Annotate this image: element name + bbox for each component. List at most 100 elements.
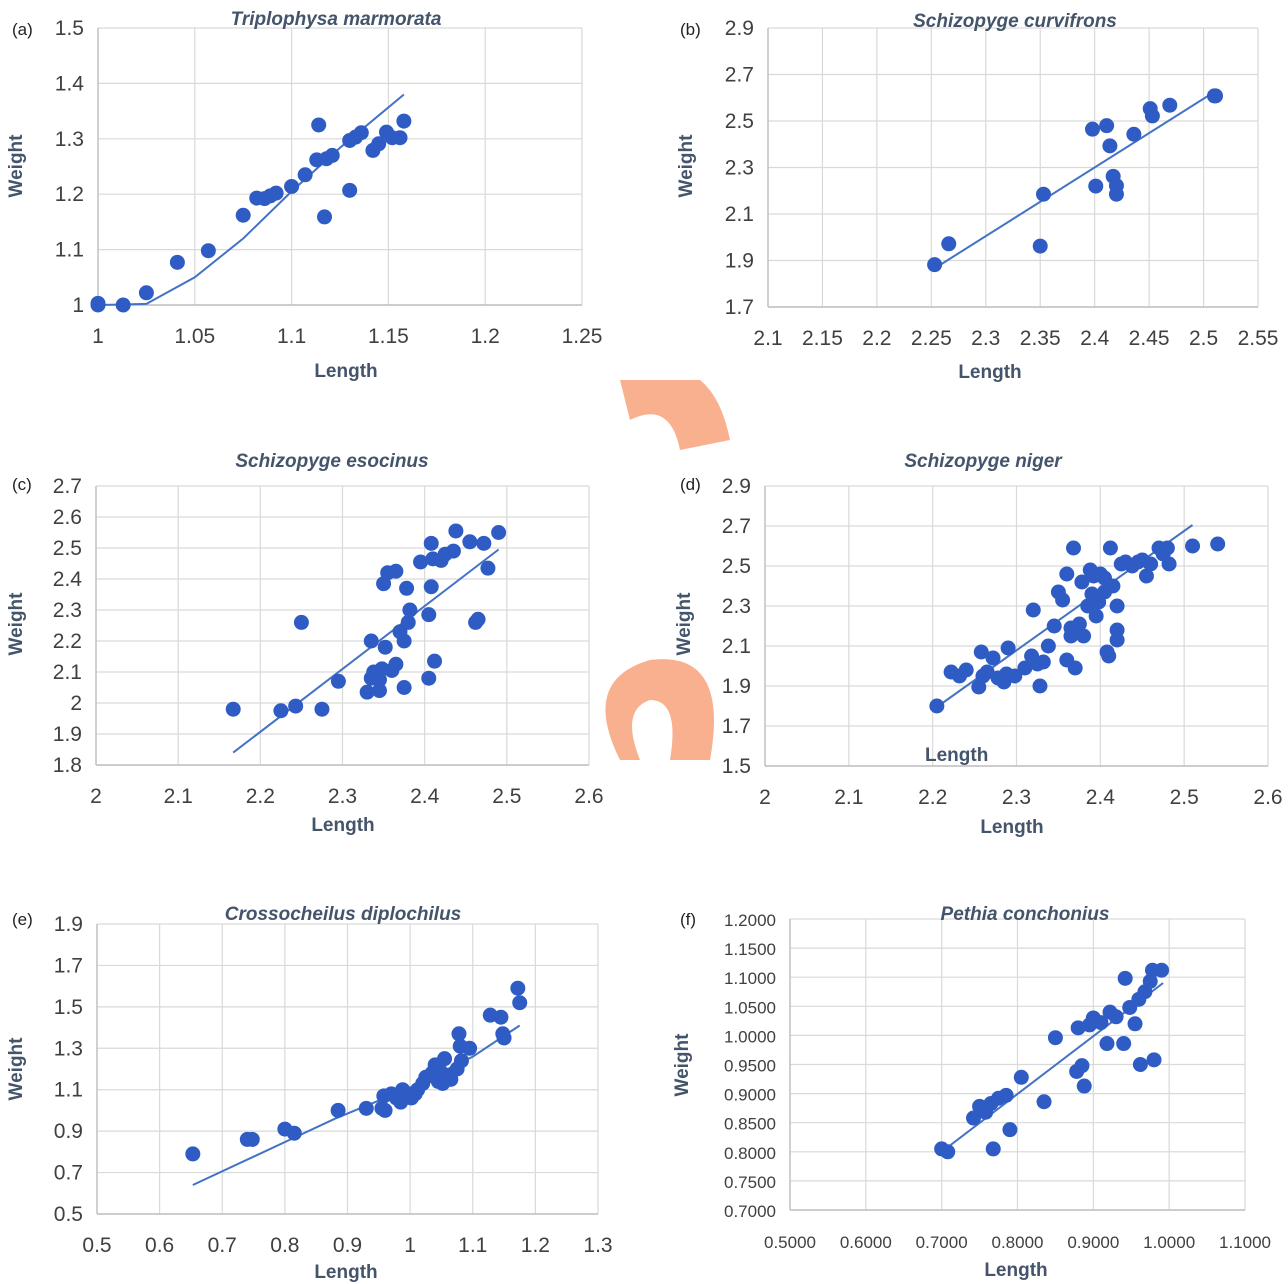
y-tick-label: 1.1 — [55, 239, 84, 262]
y-tick-label: 1.9 — [722, 675, 751, 698]
data-point — [1070, 1020, 1086, 1036]
y-tick-label: 0.8500 — [724, 1115, 776, 1134]
y-tick-label: 1.1500 — [724, 940, 776, 959]
y-tick-label: 1.3 — [55, 128, 84, 151]
y-tick-label: 2.7 — [722, 515, 751, 538]
data-point — [462, 1040, 478, 1056]
data-point — [1013, 1069, 1029, 1085]
data-point — [353, 125, 369, 141]
x-tick-label: 1.0000 — [1143, 1233, 1195, 1252]
data-point — [985, 650, 1001, 666]
data-point — [1108, 186, 1124, 202]
data-point — [268, 185, 284, 201]
data-point — [371, 136, 387, 152]
y-tick-label: 2.3 — [53, 599, 82, 622]
data-point — [1099, 1036, 1115, 1052]
data-point — [470, 611, 486, 627]
y-tick-label: 0.7500 — [724, 1173, 776, 1192]
x-tick-label: 2.3 — [971, 327, 1000, 350]
y-tick-label: 1.9 — [53, 723, 82, 746]
data-point — [1035, 186, 1051, 202]
x-tick-label: 2.3 — [328, 785, 357, 808]
y-tick-label: 2.1 — [53, 661, 82, 684]
x-tick-label: 1.1 — [458, 1234, 487, 1257]
chart-title: Schizopyge esocinus — [235, 451, 428, 472]
x-tick-label: 1.25 — [562, 325, 603, 348]
y-tick-label: 2.9 — [725, 17, 754, 40]
y-tick-label: 2.3 — [725, 157, 754, 180]
data-point — [1040, 638, 1056, 654]
data-point — [225, 701, 241, 717]
x-tick-label: 2.5 — [492, 785, 521, 808]
data-point — [1109, 598, 1125, 614]
chart-title: Triplophysa marmorata — [231, 9, 442, 30]
data-point — [400, 614, 416, 630]
x-tick-label: 2.1 — [164, 785, 193, 808]
data-point — [200, 243, 216, 259]
x-tick-label: 0.5 — [82, 1234, 111, 1257]
x-axis-title: Length — [958, 362, 1021, 383]
y-axis-title: Weight — [674, 592, 695, 656]
data-point — [453, 1053, 469, 1069]
data-point — [244, 1131, 260, 1147]
data-point — [138, 285, 154, 301]
data-point — [496, 1030, 512, 1046]
x-tick-label: 2.2 — [862, 327, 891, 350]
data-point — [1074, 574, 1090, 590]
data-point — [1032, 678, 1048, 694]
chart-title: Schizopyge curvifrons — [913, 11, 1117, 32]
data-point — [427, 653, 443, 669]
data-point — [1117, 970, 1133, 986]
data-point — [1025, 602, 1041, 618]
data-point — [940, 1144, 956, 1160]
data-point — [1088, 178, 1104, 194]
data-point — [1138, 568, 1154, 584]
panel-label: (b) — [680, 20, 701, 39]
y-tick-label: 1.2 — [55, 183, 84, 206]
data-point — [985, 1141, 1001, 1157]
data-point — [314, 701, 330, 717]
x-axis-title: Length — [980, 817, 1043, 838]
data-point — [1126, 126, 1142, 142]
chart-panel-c: 2 2.1 2.2 2.3 2.4 2.5 2.6 1.8 1.9 2 2.1 2.2 2.3 2.4 2.… — [6, 451, 604, 836]
data-point — [1208, 88, 1224, 104]
data-point — [1109, 622, 1125, 638]
x-tick-label: 0.8 — [270, 1234, 299, 1257]
data-point — [317, 209, 333, 225]
panel-label: (e) — [12, 910, 33, 929]
y-tick-label: 0.5 — [54, 1203, 83, 1226]
y-tick-label: 2.5 — [722, 555, 751, 578]
data-point — [1076, 628, 1092, 644]
x-axis-title: Length — [311, 815, 374, 836]
y-tick-label: 1.1 — [54, 1079, 83, 1102]
chart-panel-b: 2.1 2.15 2.2 2.25 2.3 2.35 2.4 2.45 2.5 2.55 1.7 1.… — [676, 11, 1278, 383]
data-point — [966, 1110, 982, 1126]
data-point — [958, 662, 974, 678]
y-tick-label: 0.9 — [54, 1120, 83, 1143]
x-tick-label: 2.4 — [1086, 786, 1116, 809]
data-point — [1102, 138, 1118, 154]
y-tick-label: 2.6 — [53, 506, 82, 529]
data-point — [437, 1051, 453, 1067]
y-tick-label: 1.7 — [54, 954, 83, 977]
data-point — [1143, 556, 1159, 572]
chart-panel-f: 0.5000 0.6000 0.7000 0.8000 0.9000 1.0000 1.10… — [672, 904, 1271, 1281]
y-axis-title: Weight — [6, 592, 27, 656]
data-point — [1099, 118, 1115, 134]
data-point — [396, 680, 412, 695]
data-point — [1127, 1016, 1143, 1032]
data-point — [399, 580, 415, 596]
inner-length-label: Length — [925, 745, 988, 766]
y-tick-label: 1.8 — [53, 754, 82, 777]
data-point — [288, 698, 304, 714]
data-point — [413, 554, 429, 570]
data-point — [1076, 1078, 1092, 1094]
data-point — [377, 639, 393, 655]
data-point — [273, 703, 289, 719]
data-point — [330, 673, 346, 689]
x-tick-label: 2.3 — [1002, 786, 1031, 809]
data-point — [1007, 668, 1023, 684]
y-tick-label: 0.9000 — [724, 1086, 776, 1105]
data-point — [421, 607, 437, 623]
